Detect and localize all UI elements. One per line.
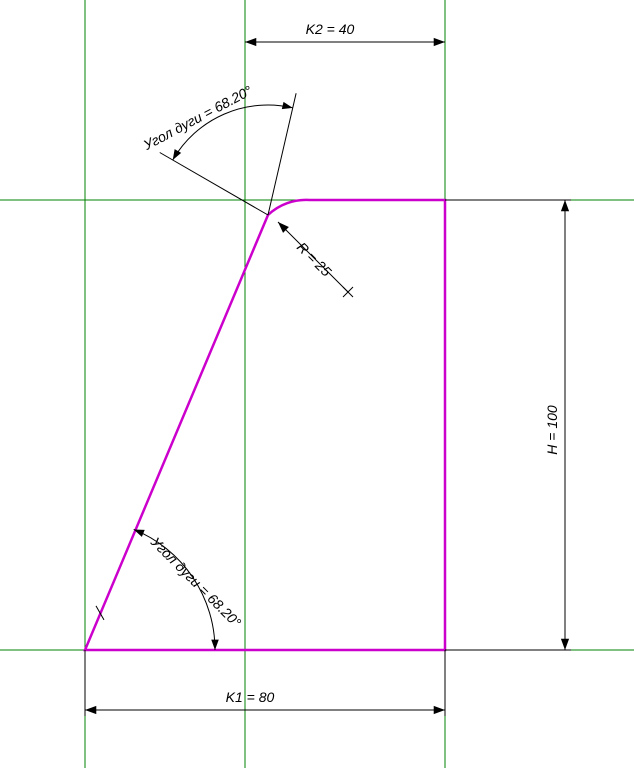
dim-label-h: H = 100: [544, 405, 560, 455]
technical-drawing: K2 = 40K1 = 80H = 100R = 25Угол дуги = 6…: [0, 0, 634, 768]
dim-label-k2: K2 = 40: [306, 21, 355, 37]
dim-label-k1: K1 = 80: [226, 689, 275, 705]
